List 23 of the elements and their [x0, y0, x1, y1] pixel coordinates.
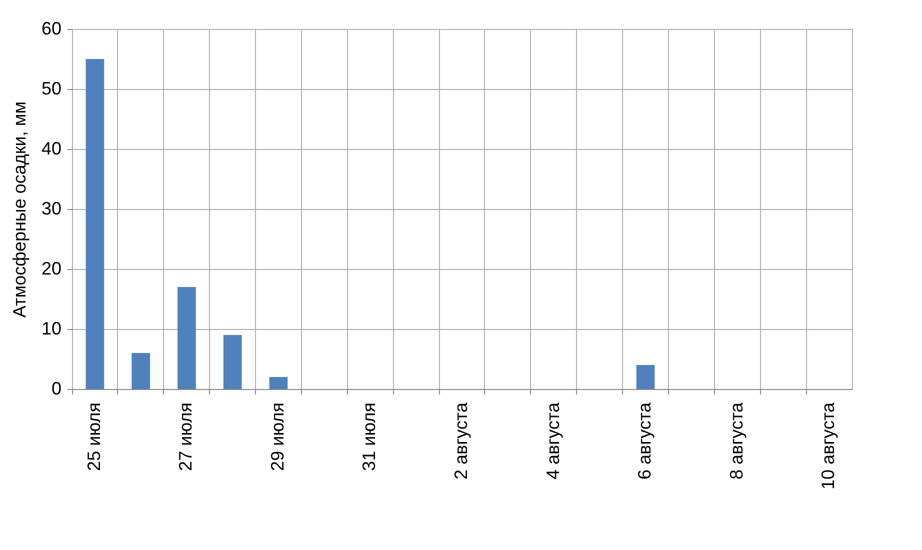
x-tick-label: 10 августа: [818, 402, 838, 490]
x-tick-label: 4 августа: [542, 402, 563, 480]
x-tick-label: 8 августа: [726, 402, 746, 480]
bar: [178, 287, 196, 389]
y-tick-label: 30: [41, 198, 62, 218]
y-tick-label: 60: [41, 18, 62, 38]
bar: [132, 353, 150, 389]
bar: [223, 335, 242, 389]
y-tick-label: 0: [51, 378, 62, 398]
bar: [86, 59, 104, 389]
y-tick-label: 50: [41, 78, 62, 98]
bar: [269, 377, 288, 389]
x-tick-label: 31 июля: [359, 402, 380, 471]
y-axis-title: Атмосферные осадки, мм: [9, 101, 30, 318]
x-tick-label: 29 июля: [267, 402, 288, 471]
y-tick-label: 20: [41, 258, 62, 278]
y-tick-label: 10: [41, 318, 62, 338]
x-tick-label: 6 августа: [634, 402, 655, 480]
bar: [636, 365, 655, 389]
x-tick-label: 25 июля: [84, 402, 104, 471]
x-tick-label: 2 августа: [451, 402, 471, 480]
y-tick-label: 40: [41, 138, 62, 158]
x-tick-label: 27 июля: [176, 402, 196, 471]
